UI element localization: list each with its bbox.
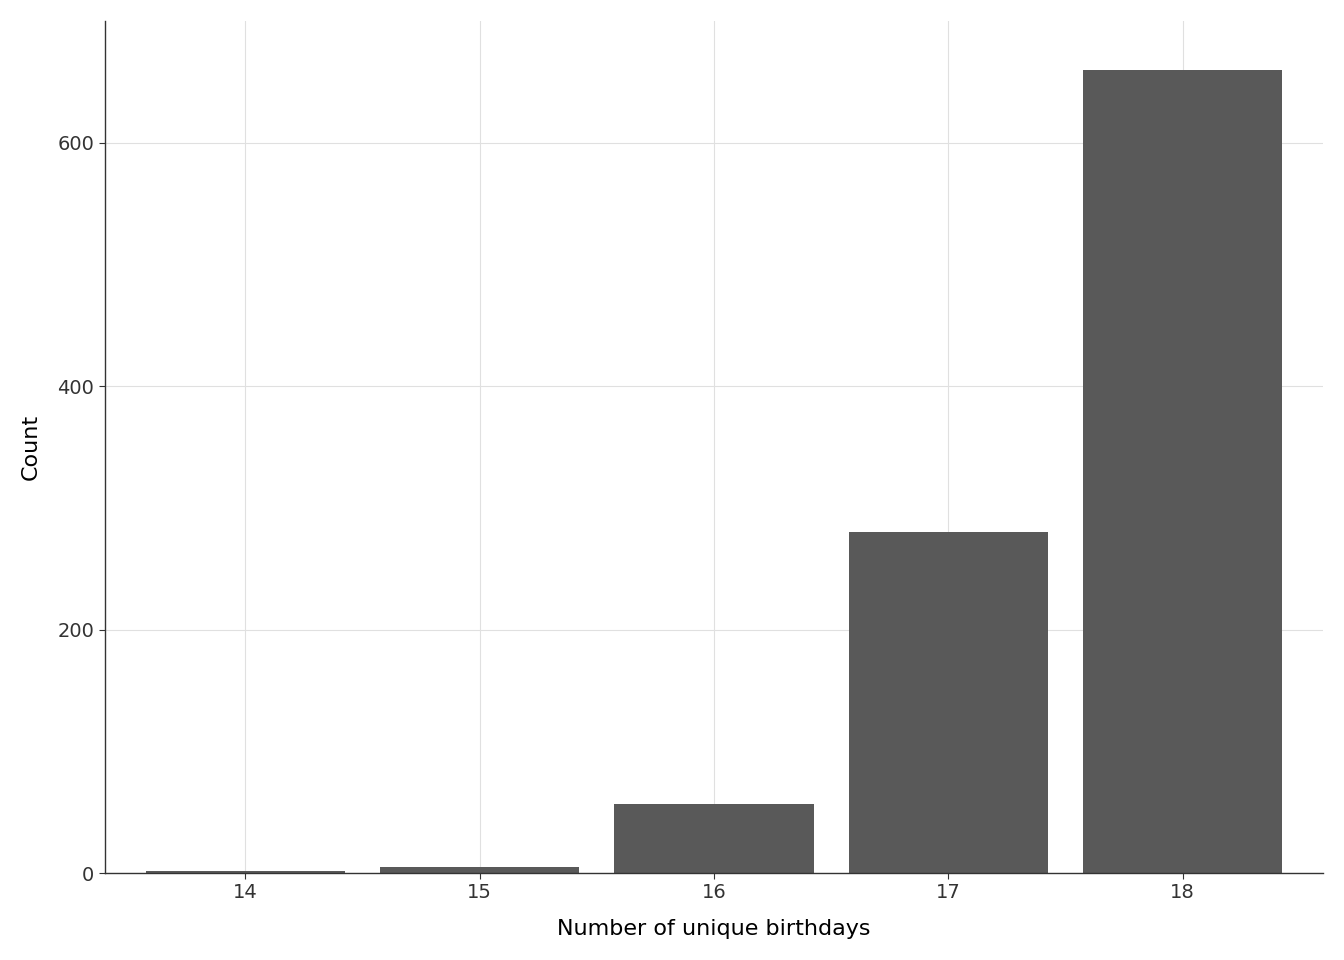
Bar: [380, 867, 579, 873]
Bar: [848, 532, 1048, 873]
Bar: [145, 871, 345, 873]
X-axis label: Number of unique birthdays: Number of unique birthdays: [558, 919, 871, 939]
Bar: [1083, 69, 1282, 873]
Y-axis label: Count: Count: [22, 414, 40, 480]
Bar: [614, 804, 813, 873]
